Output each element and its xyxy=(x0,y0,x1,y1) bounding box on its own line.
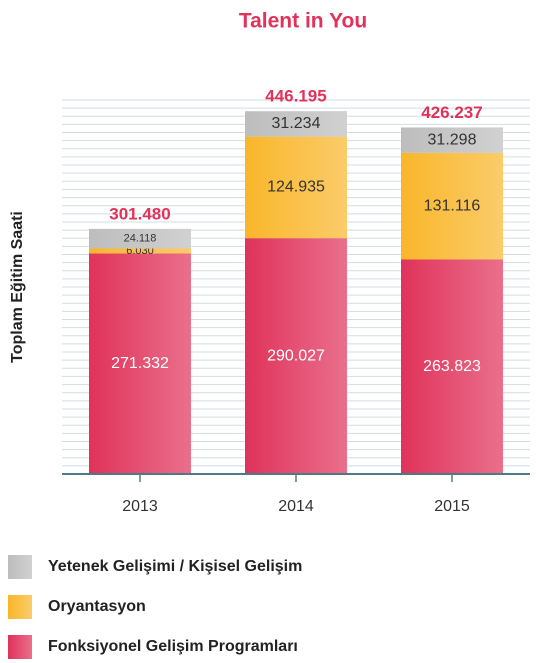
legend-sheen xyxy=(8,555,32,579)
legend-sheen xyxy=(8,595,32,619)
bar-sheen xyxy=(89,228,191,249)
total-label: 446.195 xyxy=(265,87,326,106)
value-label: 131.116 xyxy=(424,197,481,214)
legend-sheen xyxy=(8,635,32,659)
chart-title: Talent in You xyxy=(239,10,367,33)
value-label: 31.298 xyxy=(428,131,477,148)
value-label: 124.935 xyxy=(267,179,325,196)
value-label: 290.027 xyxy=(267,347,325,364)
bar-sheen xyxy=(245,238,347,474)
x-tick-label: 2014 xyxy=(278,498,314,515)
bar-sheen xyxy=(401,127,503,153)
value-label: 271.332 xyxy=(111,355,169,372)
bar-sheen xyxy=(245,136,347,239)
legend-label: Yetenek Gelişimi / Kişisel Gelişim xyxy=(48,558,302,575)
value-label: 31.234 xyxy=(272,115,321,132)
bar-sheen xyxy=(89,248,191,254)
bar-sheen xyxy=(401,152,503,260)
y-axis-label: Toplam Eğitim Saati xyxy=(9,211,26,363)
bar-sheen xyxy=(89,253,191,474)
legend-label: Oryantasyon xyxy=(48,598,146,615)
x-tick-label: 2015 xyxy=(434,498,470,515)
bar-sheen xyxy=(401,259,503,474)
value-label: 24.118 xyxy=(124,233,157,245)
legend-label: Fonksiyonel Gelişim Programları xyxy=(48,638,298,655)
value-label: 263.823 xyxy=(423,358,481,375)
total-label: 426.237 xyxy=(421,103,482,122)
total-label: 301.480 xyxy=(109,204,170,223)
bar-sheen xyxy=(245,111,347,137)
x-tick-label: 2013 xyxy=(122,498,158,515)
